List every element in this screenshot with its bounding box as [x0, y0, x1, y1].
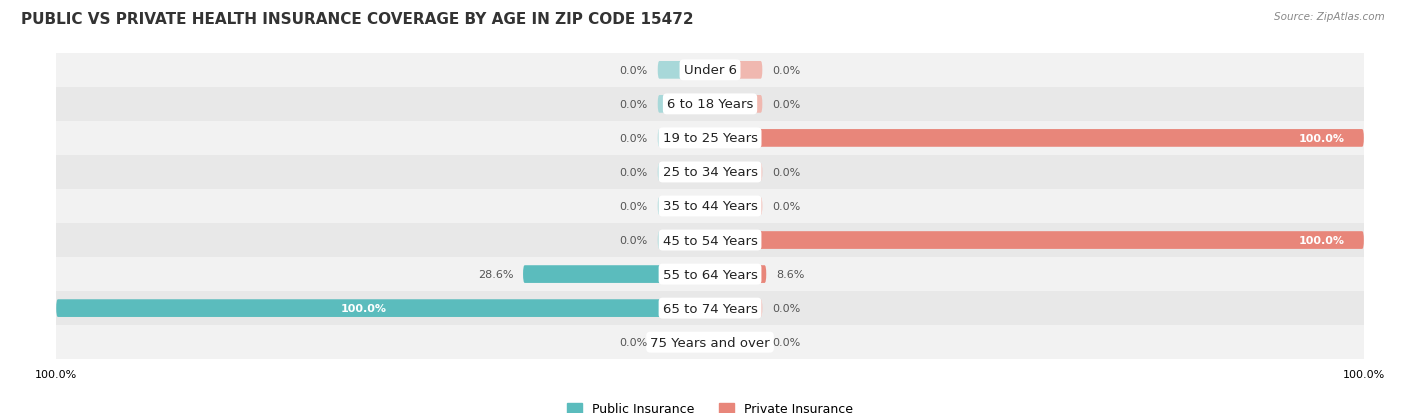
Text: 0.0%: 0.0% [620, 66, 648, 76]
FancyBboxPatch shape [710, 232, 1364, 249]
Text: 100.0%: 100.0% [1298, 235, 1344, 245]
FancyBboxPatch shape [658, 232, 710, 249]
Bar [56, 292, 1364, 325]
Text: 0.0%: 0.0% [620, 337, 648, 347]
FancyBboxPatch shape [710, 299, 762, 317]
Legend: Public Insurance, Private Insurance: Public Insurance, Private Insurance [562, 397, 858, 413]
Text: 0.0%: 0.0% [620, 168, 648, 178]
FancyBboxPatch shape [56, 299, 710, 317]
Text: 75 Years and over: 75 Years and over [650, 336, 770, 349]
FancyBboxPatch shape [658, 96, 710, 114]
FancyBboxPatch shape [658, 164, 710, 181]
Text: 25 to 34 Years: 25 to 34 Years [662, 166, 758, 179]
FancyBboxPatch shape [710, 198, 762, 215]
Bar [56, 257, 1364, 292]
FancyBboxPatch shape [523, 266, 710, 283]
FancyBboxPatch shape [658, 130, 710, 147]
Text: Source: ZipAtlas.com: Source: ZipAtlas.com [1274, 12, 1385, 22]
Text: 0.0%: 0.0% [620, 202, 648, 211]
FancyBboxPatch shape [710, 130, 762, 147]
Text: 0.0%: 0.0% [772, 66, 800, 76]
Text: 0.0%: 0.0% [772, 304, 800, 313]
Bar [56, 325, 1364, 359]
Bar [56, 223, 1364, 257]
FancyBboxPatch shape [658, 266, 710, 283]
Text: Under 6: Under 6 [683, 64, 737, 77]
Bar [56, 121, 1364, 156]
Text: 0.0%: 0.0% [620, 133, 648, 144]
FancyBboxPatch shape [658, 334, 710, 351]
Text: 0.0%: 0.0% [772, 168, 800, 178]
Text: 0.0%: 0.0% [772, 100, 800, 109]
FancyBboxPatch shape [658, 299, 710, 317]
Text: 65 to 74 Years: 65 to 74 Years [662, 302, 758, 315]
FancyBboxPatch shape [710, 96, 762, 114]
Text: 8.6%: 8.6% [776, 269, 804, 280]
FancyBboxPatch shape [658, 198, 710, 215]
FancyBboxPatch shape [710, 266, 766, 283]
Text: 6 to 18 Years: 6 to 18 Years [666, 98, 754, 111]
FancyBboxPatch shape [710, 164, 762, 181]
Text: 19 to 25 Years: 19 to 25 Years [662, 132, 758, 145]
Text: 28.6%: 28.6% [478, 269, 513, 280]
FancyBboxPatch shape [710, 334, 762, 351]
Bar [56, 88, 1364, 121]
Text: 0.0%: 0.0% [620, 100, 648, 109]
FancyBboxPatch shape [710, 232, 762, 249]
FancyBboxPatch shape [658, 62, 710, 79]
Bar [56, 54, 1364, 88]
FancyBboxPatch shape [710, 62, 762, 79]
Text: 100.0%: 100.0% [1298, 133, 1344, 144]
Bar [56, 190, 1364, 223]
Text: 0.0%: 0.0% [772, 337, 800, 347]
FancyBboxPatch shape [710, 130, 1364, 147]
Bar [56, 156, 1364, 190]
Text: PUBLIC VS PRIVATE HEALTH INSURANCE COVERAGE BY AGE IN ZIP CODE 15472: PUBLIC VS PRIVATE HEALTH INSURANCE COVER… [21, 12, 693, 27]
Text: 35 to 44 Years: 35 to 44 Years [662, 200, 758, 213]
Text: 0.0%: 0.0% [772, 202, 800, 211]
FancyBboxPatch shape [710, 266, 762, 283]
Text: 45 to 54 Years: 45 to 54 Years [662, 234, 758, 247]
Text: 55 to 64 Years: 55 to 64 Years [662, 268, 758, 281]
Text: 0.0%: 0.0% [620, 235, 648, 245]
Text: 100.0%: 100.0% [340, 304, 387, 313]
